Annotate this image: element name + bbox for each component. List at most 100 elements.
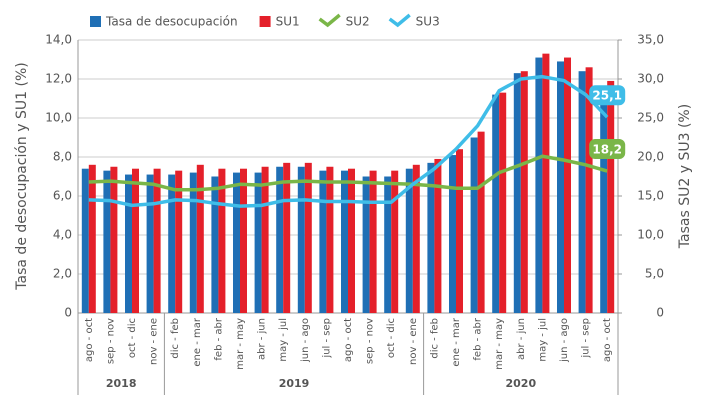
- bar: [412, 164, 420, 313]
- bar: [542, 53, 550, 314]
- bar: [348, 168, 355, 313]
- bar: [470, 137, 478, 313]
- bar: [600, 88, 608, 313]
- x-tick-label: nov - ene: [408, 318, 419, 365]
- x-tick-label: dic - feb: [429, 318, 440, 359]
- x-tick-label: jul - sep: [581, 318, 592, 359]
- y-tick-label: 8,0: [53, 150, 72, 164]
- bar: [304, 162, 312, 313]
- x-tick-label: may - jul: [278, 318, 289, 362]
- x-tick-label: ene - mar: [192, 317, 203, 366]
- bar: [557, 61, 564, 314]
- line: [88, 74, 609, 208]
- bar: [103, 170, 111, 313]
- bar: [449, 155, 456, 313]
- bar: [153, 168, 161, 313]
- bar: [585, 67, 593, 313]
- bar: [211, 176, 219, 313]
- legend-swatch: [259, 16, 271, 27]
- bar: [189, 172, 197, 313]
- x-tick-label: sep - nov: [105, 318, 116, 364]
- x-tick-label: abr - jun: [516, 318, 527, 360]
- bar: [240, 168, 247, 313]
- bar: [283, 162, 291, 313]
- bar: [535, 57, 543, 313]
- bar: [492, 94, 500, 313]
- x-tick-label: oct - dic: [386, 318, 397, 358]
- legend-swatch: [90, 16, 101, 27]
- y-axis-label: Tasa de desocupación y SU1 (%): [14, 62, 30, 290]
- legend-swatch: [388, 13, 411, 28]
- x-tick-label: jul - sep: [321, 318, 332, 359]
- legend-label: SU2: [346, 15, 370, 29]
- bar: [477, 131, 485, 313]
- x-tick-label: nov - ene: [149, 318, 160, 365]
- bar: [175, 170, 183, 313]
- x-tick-label: jun - ago: [300, 318, 311, 363]
- bar: [578, 71, 586, 313]
- y-tick-label: 6,0: [53, 189, 72, 203]
- bar: [110, 166, 118, 313]
- legend-label: Tasa de desocupación: [105, 15, 238, 29]
- bar: [146, 174, 154, 313]
- group-label: 2020: [505, 377, 536, 390]
- bar: [513, 73, 521, 314]
- y-tick-label: 2,0: [53, 267, 72, 281]
- bar: [369, 170, 377, 313]
- bar: [319, 170, 327, 313]
- bar: [326, 166, 334, 313]
- bar: [434, 158, 442, 313]
- y2-tick-label: 15,0: [637, 189, 664, 203]
- legend-label: SU3: [416, 15, 440, 29]
- y-tick-label: 4,0: [53, 228, 72, 242]
- y2-tick-label: 35,0: [637, 33, 664, 47]
- bar: [125, 174, 132, 313]
- value-label-box: [589, 139, 626, 160]
- line: [88, 154, 608, 192]
- bar: [276, 166, 284, 313]
- x-tick-label: sep - nov: [365, 318, 376, 364]
- x-tick-label: ago - oct: [602, 318, 613, 362]
- x-tick-label: ago - oct: [84, 318, 95, 362]
- bar: [391, 170, 399, 313]
- x-tick-label: feb - abr: [213, 317, 224, 360]
- x-tick-label: feb - abr: [473, 317, 484, 360]
- value-label-box: [589, 85, 626, 106]
- x-tick-label: abr - jun: [257, 318, 268, 360]
- bar: [456, 149, 463, 313]
- y-tick-label: 0: [64, 306, 72, 320]
- x-tick-label: ago - oct: [343, 318, 354, 362]
- bar: [168, 174, 176, 313]
- value-label: 25,1: [592, 89, 622, 103]
- bar: [81, 168, 89, 313]
- group-label: 2018: [106, 377, 137, 390]
- y2-tick-label: 20,0: [637, 150, 664, 164]
- y2-axis-label: Tasas SU2 y SU3 (%): [677, 104, 693, 249]
- y-tick-label: 12,0: [45, 72, 72, 86]
- bar: [405, 168, 413, 313]
- legend-swatch: [318, 13, 341, 28]
- y2-tick-label: 25,0: [637, 111, 664, 125]
- bar: [88, 164, 96, 313]
- x-tick-label: jun - ago: [559, 318, 570, 363]
- bar: [341, 170, 348, 313]
- y2-tick-label: 0: [656, 306, 664, 320]
- bar: [233, 172, 240, 313]
- value-label: 18,2: [592, 143, 622, 157]
- x-tick-label: ene - mar: [451, 317, 462, 366]
- bar: [564, 57, 571, 313]
- y-tick-label: 10,0: [45, 111, 72, 125]
- bar: [297, 166, 305, 313]
- bar: [218, 168, 226, 313]
- bar: [132, 168, 139, 313]
- bar: [520, 71, 528, 313]
- y2-tick-label: 30,0: [637, 72, 664, 86]
- bar: [384, 176, 392, 313]
- y2-tick-label: 10,0: [637, 228, 664, 242]
- y-tick-label: 14,0: [45, 33, 72, 47]
- bar: [427, 162, 435, 313]
- x-tick-label: may - jul: [537, 318, 548, 362]
- bar: [362, 176, 370, 313]
- bar: [261, 166, 269, 313]
